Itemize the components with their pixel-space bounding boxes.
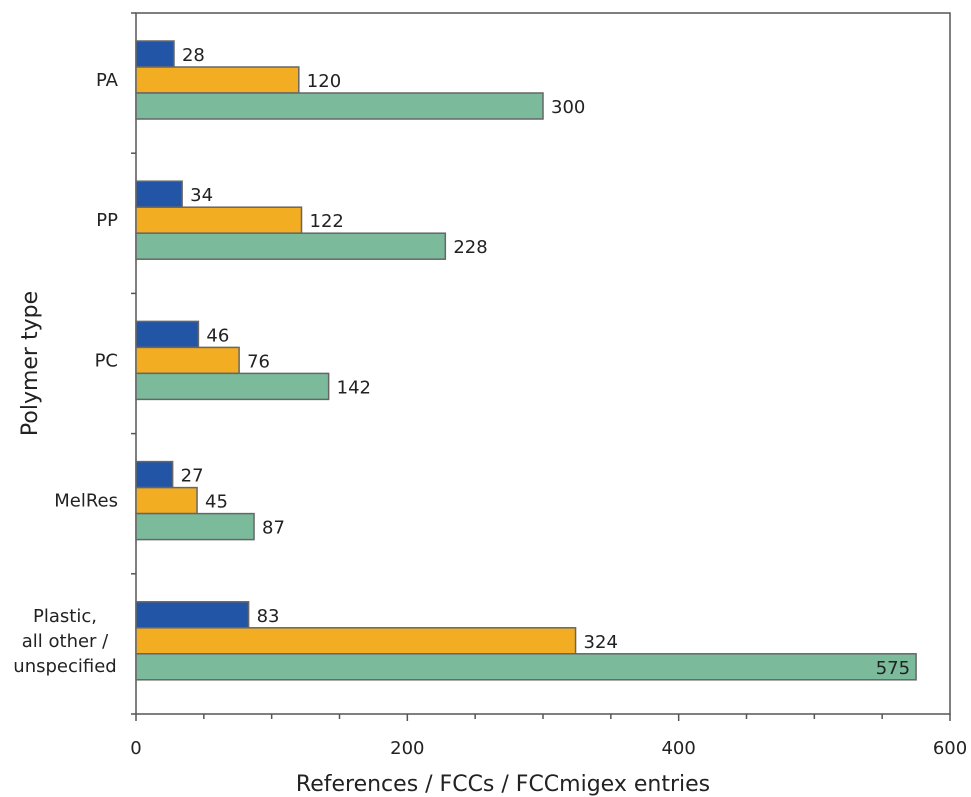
bar xyxy=(135,66,300,94)
x-tick-labels: 0 200 400 600 xyxy=(130,738,967,759)
bar xyxy=(135,232,447,260)
data-label: 87 xyxy=(262,518,285,539)
category-label-line: PC xyxy=(95,350,118,371)
category-label: Plastic, all other / unspecified xyxy=(13,606,116,677)
category-label-line: all other / xyxy=(22,631,109,652)
bar xyxy=(135,460,174,489)
data-label: 45 xyxy=(205,492,228,513)
data-label: 575 xyxy=(876,658,910,679)
x-tick-label: 0 xyxy=(130,738,141,759)
category-labels: PA PP PC MelRes Plastic, all other / unspecifi… xyxy=(13,70,118,677)
y-axis-title: Polymer type xyxy=(18,291,43,436)
category-label: MelRes xyxy=(54,491,118,512)
category-label-line: MelRes xyxy=(54,491,118,512)
data-label: 28 xyxy=(182,45,205,66)
data-label: 120 xyxy=(307,71,341,92)
category-label-line: Plastic, xyxy=(33,606,97,627)
bar xyxy=(135,40,175,68)
bar xyxy=(135,627,577,655)
bar xyxy=(135,346,240,375)
x-tick-label: 200 xyxy=(390,738,424,759)
bar xyxy=(135,512,255,541)
category-label: PA xyxy=(96,70,119,91)
data-label: 46 xyxy=(206,325,229,346)
category-label: PC xyxy=(95,350,118,371)
data-label: 324 xyxy=(584,632,618,653)
bars xyxy=(135,40,917,681)
data-label: 142 xyxy=(337,377,371,398)
data-label: 300 xyxy=(551,97,585,118)
x-tick-label: 400 xyxy=(661,738,695,759)
category-label-line: PA xyxy=(96,70,119,91)
category-label-line: PP xyxy=(96,210,118,231)
category-label-line: unspecified xyxy=(13,656,116,677)
bar xyxy=(135,486,198,515)
data-label: 122 xyxy=(310,211,344,232)
category-label: PP xyxy=(96,210,118,231)
bar xyxy=(135,372,330,401)
data-label: 34 xyxy=(190,185,213,206)
bar xyxy=(135,320,200,349)
bar xyxy=(135,653,917,681)
data-label: 83 xyxy=(257,606,280,627)
bar xyxy=(135,206,303,234)
data-label: 76 xyxy=(247,351,270,372)
data-label: 228 xyxy=(453,237,487,258)
bar xyxy=(135,180,183,208)
bar xyxy=(135,601,250,629)
x-tick-label: 600 xyxy=(933,738,967,759)
bar xyxy=(135,92,544,120)
x-axis-title: References / FCCs / FCCmigex entries xyxy=(296,772,710,797)
data-label: 27 xyxy=(181,466,204,487)
